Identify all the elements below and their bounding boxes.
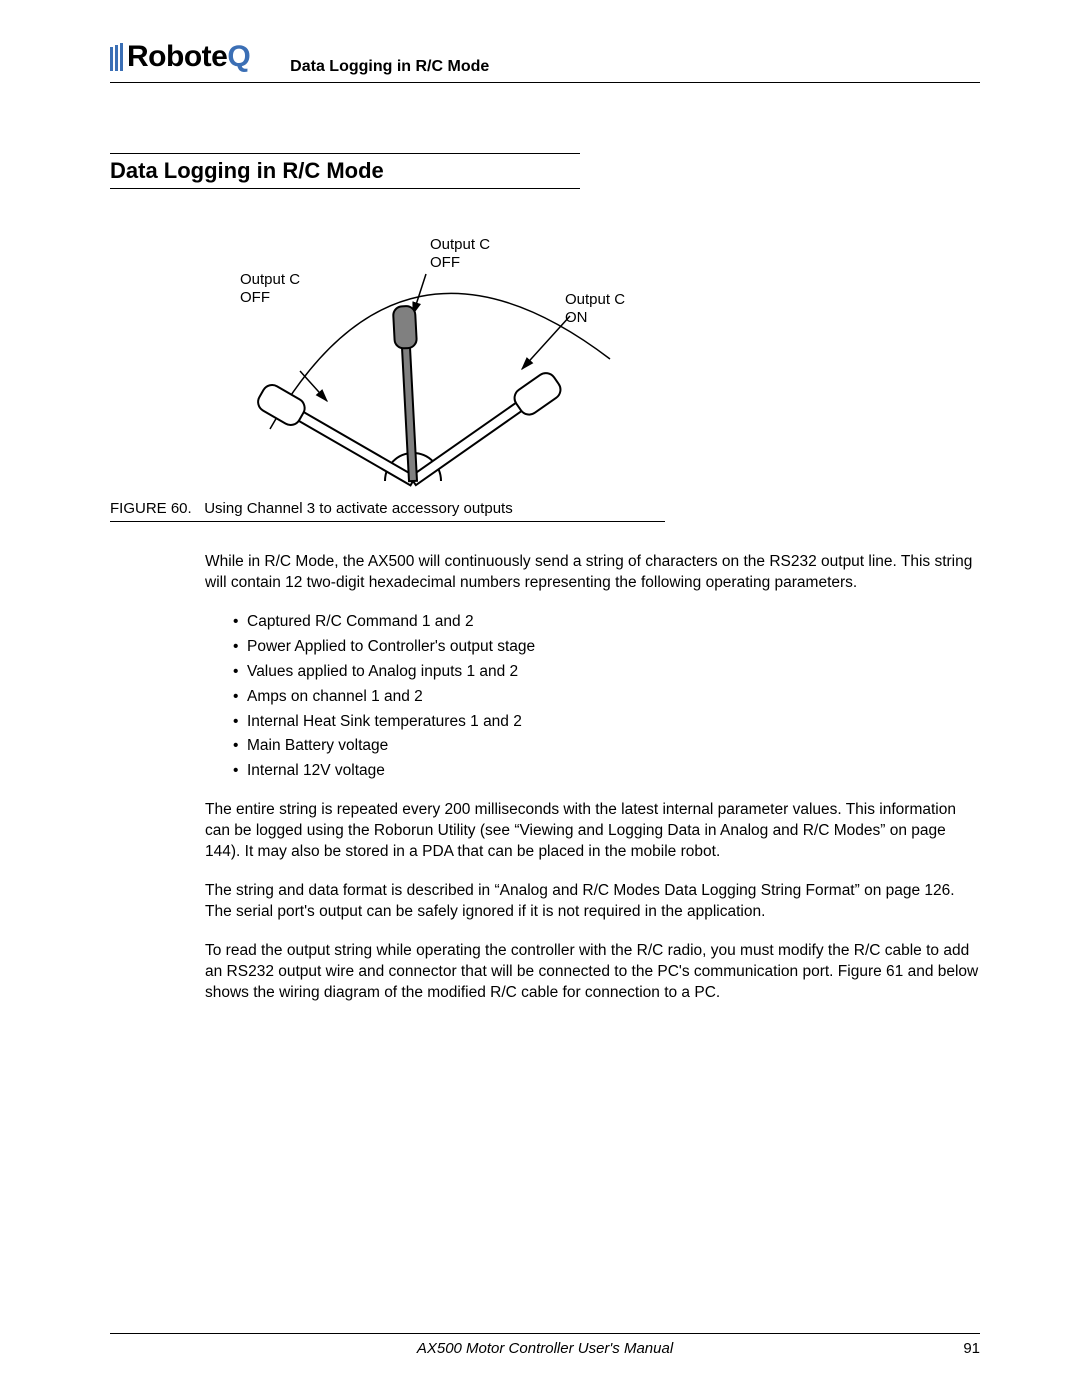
paragraph-3: The string and data format is described … [205,881,980,923]
footer-page-number: 91 [963,1340,980,1357]
figure-caption-prefix: FIGURE 60. [110,500,192,517]
bullet-list: Captured R/C Command 1 and 2 Power Appli… [205,612,980,782]
figure-diagram: Output C OFF Output C OFF Output C ON [110,219,665,500]
figure-60: Output C OFF Output C OFF Output C ON FI… [110,219,665,522]
header-section-title: Data Logging in R/C Mode [290,58,489,76]
list-item: Amps on channel 1 and 2 [233,687,980,708]
paragraph-1: While in R/C Mode, the AX500 will contin… [205,552,980,594]
list-item: Internal Heat Sink temperatures 1 and 2 [233,712,980,733]
list-item: Captured R/C Command 1 and 2 [233,612,980,633]
list-item: Values applied to Analog inputs 1 and 2 [233,662,980,683]
label-left-2: OFF [240,289,270,306]
label-left-1: Output C [240,271,300,288]
figure-caption-text: Using Channel 3 to activate accessory ou… [204,500,513,517]
label-right-2: ON [565,309,588,326]
page-footer: AX500 Motor Controller User's Manual 91 [110,1333,980,1357]
paragraph-2: The entire string is repeated every 200 … [205,800,980,863]
logo-text-main: Robote [127,40,227,74]
footer-manual-title: AX500 Motor Controller User's Manual [417,1340,673,1357]
list-item: Main Battery voltage [233,736,980,757]
list-item: Internal 12V voltage [233,761,980,782]
paragraph-4: To read the output string while operatin… [205,941,980,1004]
section-title-rule: Data Logging in R/C Mode [110,153,580,189]
section-title: Data Logging in R/C Mode [110,158,580,184]
body-text: While in R/C Mode, the AX500 will contin… [205,552,980,1004]
logo-text-q: Q [227,40,250,74]
label-center-2: OFF [430,254,460,271]
joystick-diagram-icon: Output C OFF Output C OFF Output C ON [110,229,665,489]
list-item: Power Applied to Controller's output sta… [233,637,980,658]
label-center-1: Output C [430,236,490,253]
logo-bars-icon [110,43,125,71]
figure-caption: FIGURE 60. Using Channel 3 to activate a… [110,500,665,522]
page-header: RoboteQ Data Logging in R/C Mode [110,40,980,83]
label-right-1: Output C [565,291,625,308]
logo: RoboteQ [110,40,250,74]
